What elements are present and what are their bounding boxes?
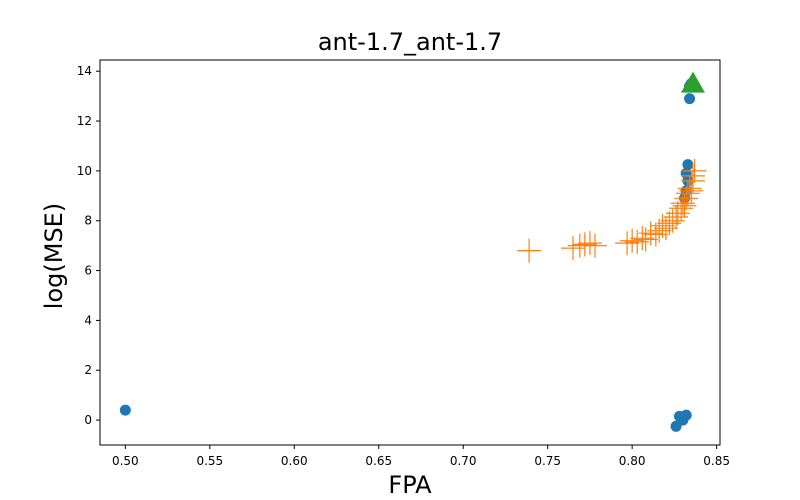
x-tick-label: 0.55 — [196, 454, 223, 468]
y-tick-label: 12 — [77, 114, 92, 128]
data-point-plus — [682, 158, 707, 183]
data-point-plus — [679, 178, 704, 203]
y-tick-label: 14 — [77, 64, 92, 78]
data-point — [119, 404, 131, 416]
data-point-plus — [669, 196, 694, 221]
data-point-triangle — [680, 71, 705, 93]
data-point-plus — [561, 236, 586, 261]
x-tick-label: 0.75 — [534, 454, 561, 468]
data-point-plus — [577, 231, 602, 256]
y-tick-label: 8 — [84, 214, 92, 228]
x-axis-label: FPA — [388, 471, 432, 499]
y-axis-label: log(MSE) — [40, 203, 68, 309]
x-tick-label: 0.65 — [365, 454, 392, 468]
data-point-plus — [517, 238, 542, 263]
y-tick-label: 4 — [84, 313, 92, 327]
chart-title: ant-1.7_ant-1.7 — [318, 28, 502, 56]
y-tick-label: 2 — [84, 363, 92, 377]
data-point — [680, 409, 692, 421]
data-point — [684, 93, 696, 105]
data-point-plus — [582, 233, 607, 258]
data-point-plus — [670, 191, 695, 216]
data-point-plus — [633, 227, 658, 252]
x-tick-label: 0.60 — [281, 454, 308, 468]
data-point-plus — [675, 181, 700, 206]
x-tick-label: 0.80 — [619, 454, 646, 468]
data-point-plus — [615, 231, 640, 256]
x-tick-label: 0.70 — [450, 454, 477, 468]
x-tick-label: 0.85 — [703, 454, 730, 468]
data-point-plus — [572, 232, 597, 257]
y-tick-label: 6 — [84, 264, 92, 278]
plot-frame — [99, 59, 721, 446]
data-point — [682, 159, 694, 171]
data-point-plus — [643, 222, 668, 247]
y-tick-label: 0 — [84, 413, 92, 427]
data-point-plus — [680, 163, 705, 188]
data-point-plus — [650, 213, 675, 238]
y-tick-label: 10 — [77, 164, 92, 178]
plot-area: 0.50 0.55 0.60 0.65 0.70 0.75 0.80 0.85 0 2 4 6 8 10 1… — [77, 59, 730, 468]
x-tick-label: 0.50 — [112, 454, 139, 468]
data-point-plus — [620, 228, 645, 253]
